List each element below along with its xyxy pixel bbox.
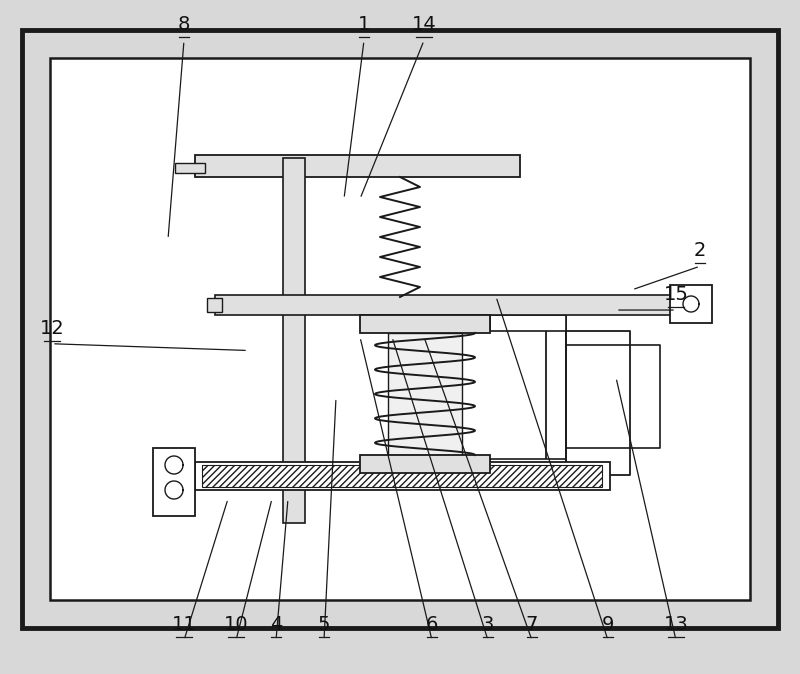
Text: 3: 3 xyxy=(482,615,494,634)
Bar xyxy=(388,333,462,455)
Bar xyxy=(670,285,712,323)
Bar xyxy=(360,315,490,333)
Text: 5: 5 xyxy=(318,615,330,634)
Bar xyxy=(175,163,205,173)
Text: 4: 4 xyxy=(270,615,282,634)
Bar xyxy=(490,315,566,331)
Bar xyxy=(50,58,750,600)
Text: 10: 10 xyxy=(224,615,248,634)
Bar xyxy=(153,448,195,516)
Bar xyxy=(195,155,520,177)
Bar xyxy=(360,455,490,473)
Text: 13: 13 xyxy=(664,615,688,634)
Text: 7: 7 xyxy=(526,615,538,634)
Text: 9: 9 xyxy=(602,615,614,634)
Bar xyxy=(546,315,566,475)
Bar xyxy=(202,465,602,487)
Text: 8: 8 xyxy=(178,16,190,34)
Bar xyxy=(490,459,566,475)
Bar xyxy=(195,462,610,490)
Text: 1: 1 xyxy=(358,16,370,34)
Text: 15: 15 xyxy=(663,285,689,304)
Bar xyxy=(283,158,305,523)
Text: 11: 11 xyxy=(172,615,196,634)
Text: 2: 2 xyxy=(694,241,706,260)
Text: 14: 14 xyxy=(412,16,436,34)
Bar xyxy=(207,298,222,312)
Text: 12: 12 xyxy=(40,319,64,338)
Bar xyxy=(22,30,778,628)
Text: 6: 6 xyxy=(426,615,438,634)
Bar xyxy=(215,295,695,315)
